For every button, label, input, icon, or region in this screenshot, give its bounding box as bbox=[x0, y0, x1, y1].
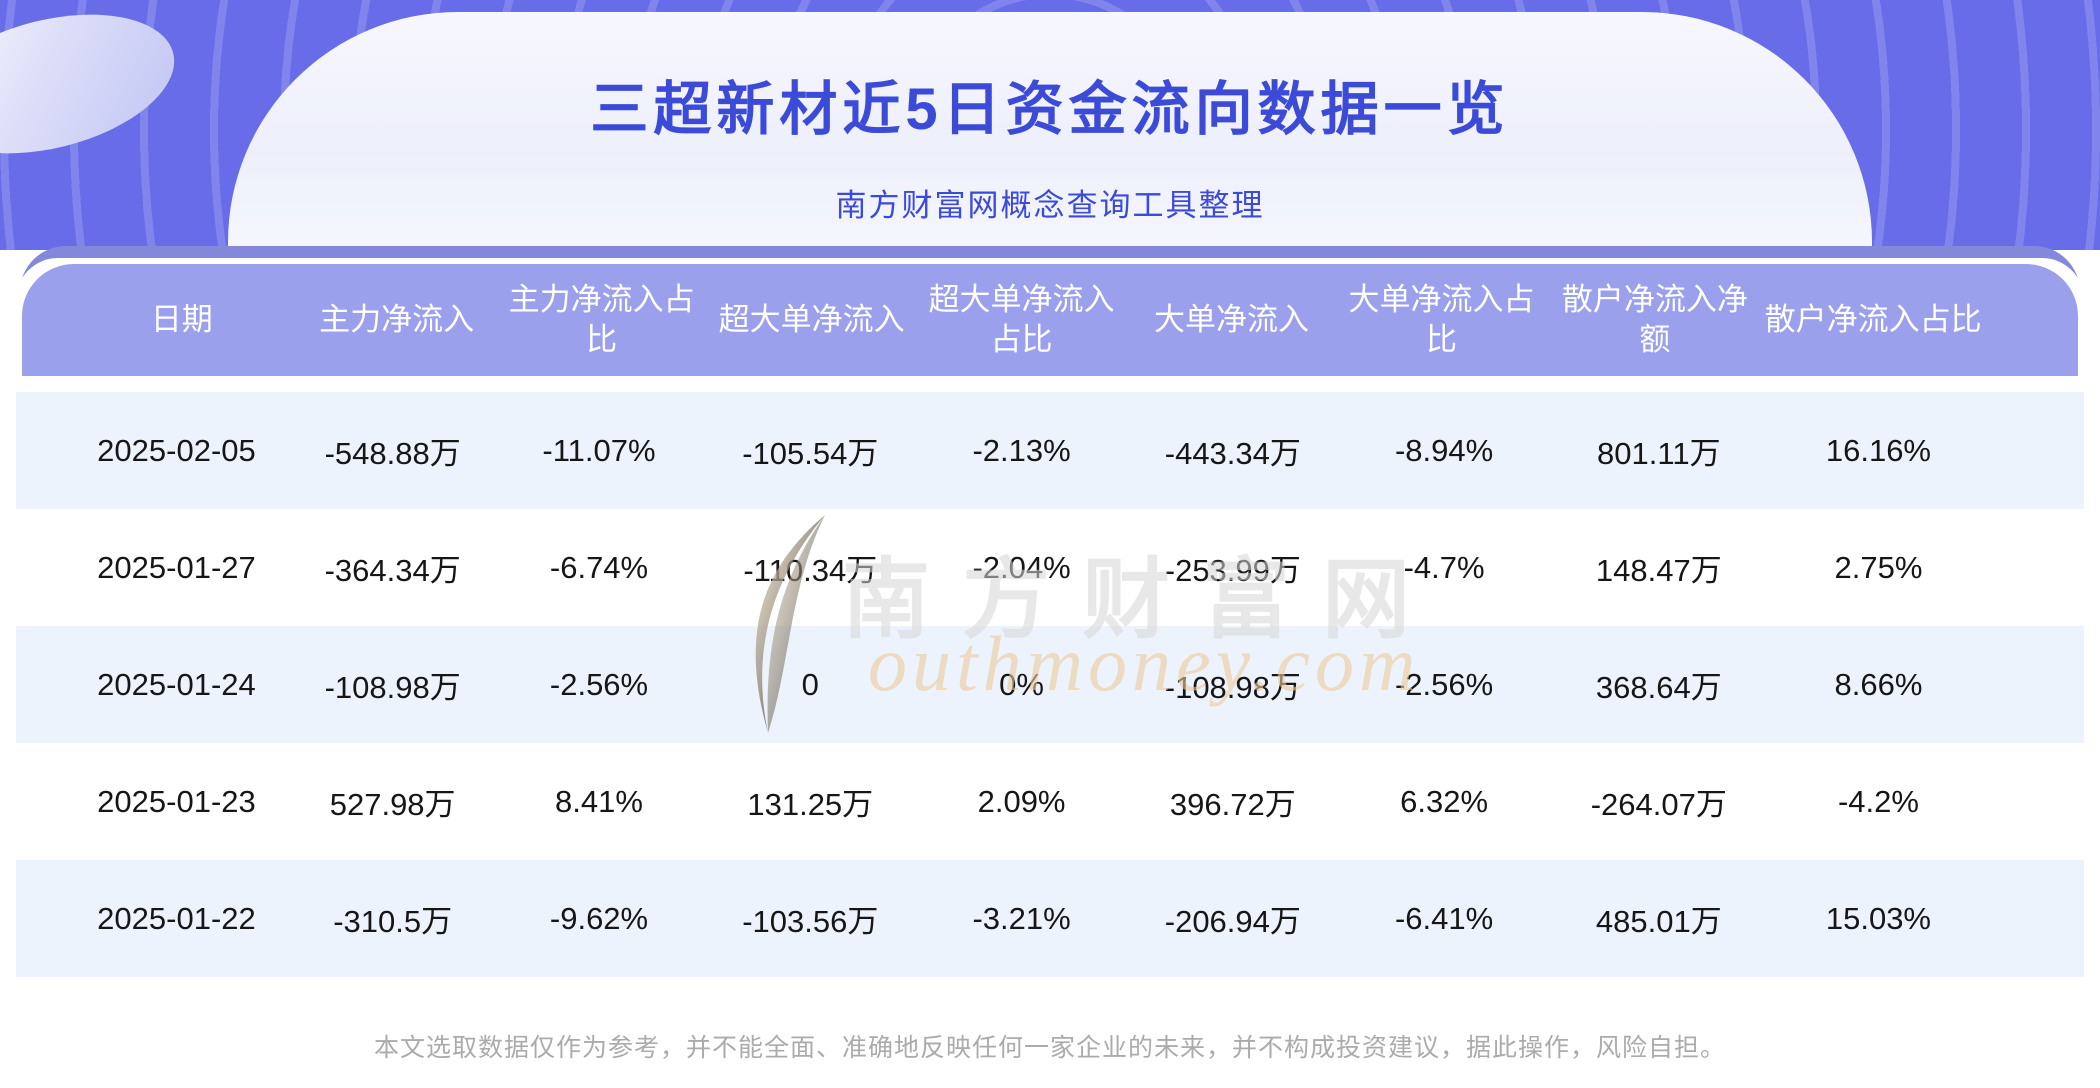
table-card: 日期 主力净流入 主力净流入占比 超大单净流入 超大单净流入占比 大单净流入 大单净流入占比… bbox=[16, 258, 2084, 982]
value-cell: -3.21% bbox=[972, 900, 1071, 936]
value-cell: -310.5万 bbox=[333, 904, 453, 939]
value-cell: 15.03% bbox=[1825, 900, 1931, 936]
value-cell: 801.11万 bbox=[1597, 436, 1721, 471]
column-header: 散户净流入净额 bbox=[1561, 281, 1748, 357]
disclaimer-text: 本文选取数据仅作为参考，并不能全面、准确地反映任何一家企业的未来，并不构成投资建… bbox=[373, 1034, 1726, 1062]
value-cell: -6.41% bbox=[1394, 900, 1494, 936]
value-cell: -11.07% bbox=[542, 432, 656, 468]
table-body: 2025-02-05 -548.88万 -11.07% -105.54万 -2.13% -… bbox=[16, 392, 2084, 977]
value-cell: 8.66% bbox=[1834, 666, 1923, 702]
table-row: 2025-01-23 527.98万 8.41% 131.25万 2.09% 396.72… bbox=[16, 743, 2084, 860]
value-cell: -4.7% bbox=[1403, 549, 1485, 585]
value-cell: 396.72万 bbox=[1169, 787, 1296, 822]
value-cell: -110.34万 bbox=[743, 553, 878, 588]
table-row: 2025-01-27 -364.34万 -6.74% -110.34万 -2.04% -2… bbox=[16, 509, 2084, 626]
column-header: 散户净流入占比 bbox=[1764, 301, 1982, 337]
value-cell: -108.98万 bbox=[1164, 670, 1301, 705]
value-cell: -108.98万 bbox=[324, 670, 461, 705]
header-banner: 三超新材近5日资金流向数据一览 南方财富网概念查询工具整理 bbox=[0, 0, 2100, 250]
table-row: 2025-02-05 -548.88万 -11.07% -105.54万 -2.13% -… bbox=[16, 392, 2084, 509]
value-cell: -443.34万 bbox=[1164, 436, 1301, 471]
value-cell: 527.98万 bbox=[329, 787, 456, 822]
page-subtitle: 南方财富网概念查询工具整理 bbox=[835, 188, 1265, 223]
value-cell: -2.56% bbox=[1394, 666, 1494, 702]
date-cell: 2025-01-27 bbox=[97, 549, 256, 585]
value-cell: -548.88万 bbox=[324, 436, 461, 471]
value-cell: -2.56% bbox=[549, 666, 649, 702]
table-header-row: 日期 主力净流入 主力净流入占比 超大单净流入 超大单净流入占比 大单净流入 大单净流入占比… bbox=[22, 264, 2078, 376]
column-header: 主力净流入占比 bbox=[508, 281, 695, 357]
value-cell: 0% bbox=[999, 666, 1044, 702]
column-header: 超大单净流入 bbox=[718, 301, 905, 337]
date-cell: 2025-01-24 bbox=[97, 666, 256, 702]
value-cell: -364.34万 bbox=[324, 553, 461, 588]
date-cell: 2025-01-23 bbox=[97, 783, 256, 819]
column-header: 日期 bbox=[150, 301, 213, 337]
value-cell: -253.99万 bbox=[1164, 553, 1301, 588]
table-row: 2025-01-24 -108.98万 -2.56% 0 0% -108.98万 -2.56… bbox=[16, 626, 2084, 743]
value-cell: 16.16% bbox=[1825, 432, 1931, 468]
column-header: 超大单净流入占比 bbox=[928, 281, 1115, 357]
page-title: 三超新材近5日资金流向数据一览 bbox=[590, 77, 1510, 142]
value-cell: 485.01万 bbox=[1595, 904, 1722, 939]
table-row: 2025-01-22 -310.5万 -9.62% -103.56万 -3.21% -20… bbox=[16, 860, 2084, 977]
value-cell: 0 bbox=[801, 666, 819, 702]
column-header: 大单净流入占比 bbox=[1348, 281, 1535, 357]
column-header: 大单净流入 bbox=[1154, 301, 1310, 337]
date-cell: 2025-02-05 bbox=[97, 432, 256, 468]
value-cell: 6.32% bbox=[1400, 783, 1489, 819]
value-cell: -2.04% bbox=[972, 549, 1071, 585]
value-cell: -206.94万 bbox=[1164, 904, 1301, 939]
column-header: 主力净流入 bbox=[319, 301, 475, 337]
value-cell: -6.74% bbox=[549, 549, 649, 585]
value-cell: -4.2% bbox=[1837, 783, 1919, 819]
value-cell: -2.13% bbox=[972, 432, 1071, 468]
value-cell: -9.62% bbox=[549, 900, 649, 936]
value-cell: 2.75% bbox=[1834, 549, 1923, 585]
value-cell: 368.64万 bbox=[1595, 670, 1722, 705]
value-cell: -8.94% bbox=[1394, 432, 1494, 468]
date-cell: 2025-01-22 bbox=[97, 900, 256, 936]
value-cell: -103.56万 bbox=[742, 904, 879, 939]
value-cell: -105.54万 bbox=[742, 436, 879, 471]
value-cell: 131.25万 bbox=[747, 787, 874, 822]
value-cell: 8.41% bbox=[555, 783, 643, 819]
value-cell: 148.47万 bbox=[1595, 553, 1722, 588]
title-panel: 三超新材近5日资金流向数据一览 南方财富网概念查询工具整理 bbox=[228, 12, 1872, 250]
value-cell: -264.07万 bbox=[1590, 787, 1727, 822]
value-cell: 2.09% bbox=[977, 783, 1066, 819]
